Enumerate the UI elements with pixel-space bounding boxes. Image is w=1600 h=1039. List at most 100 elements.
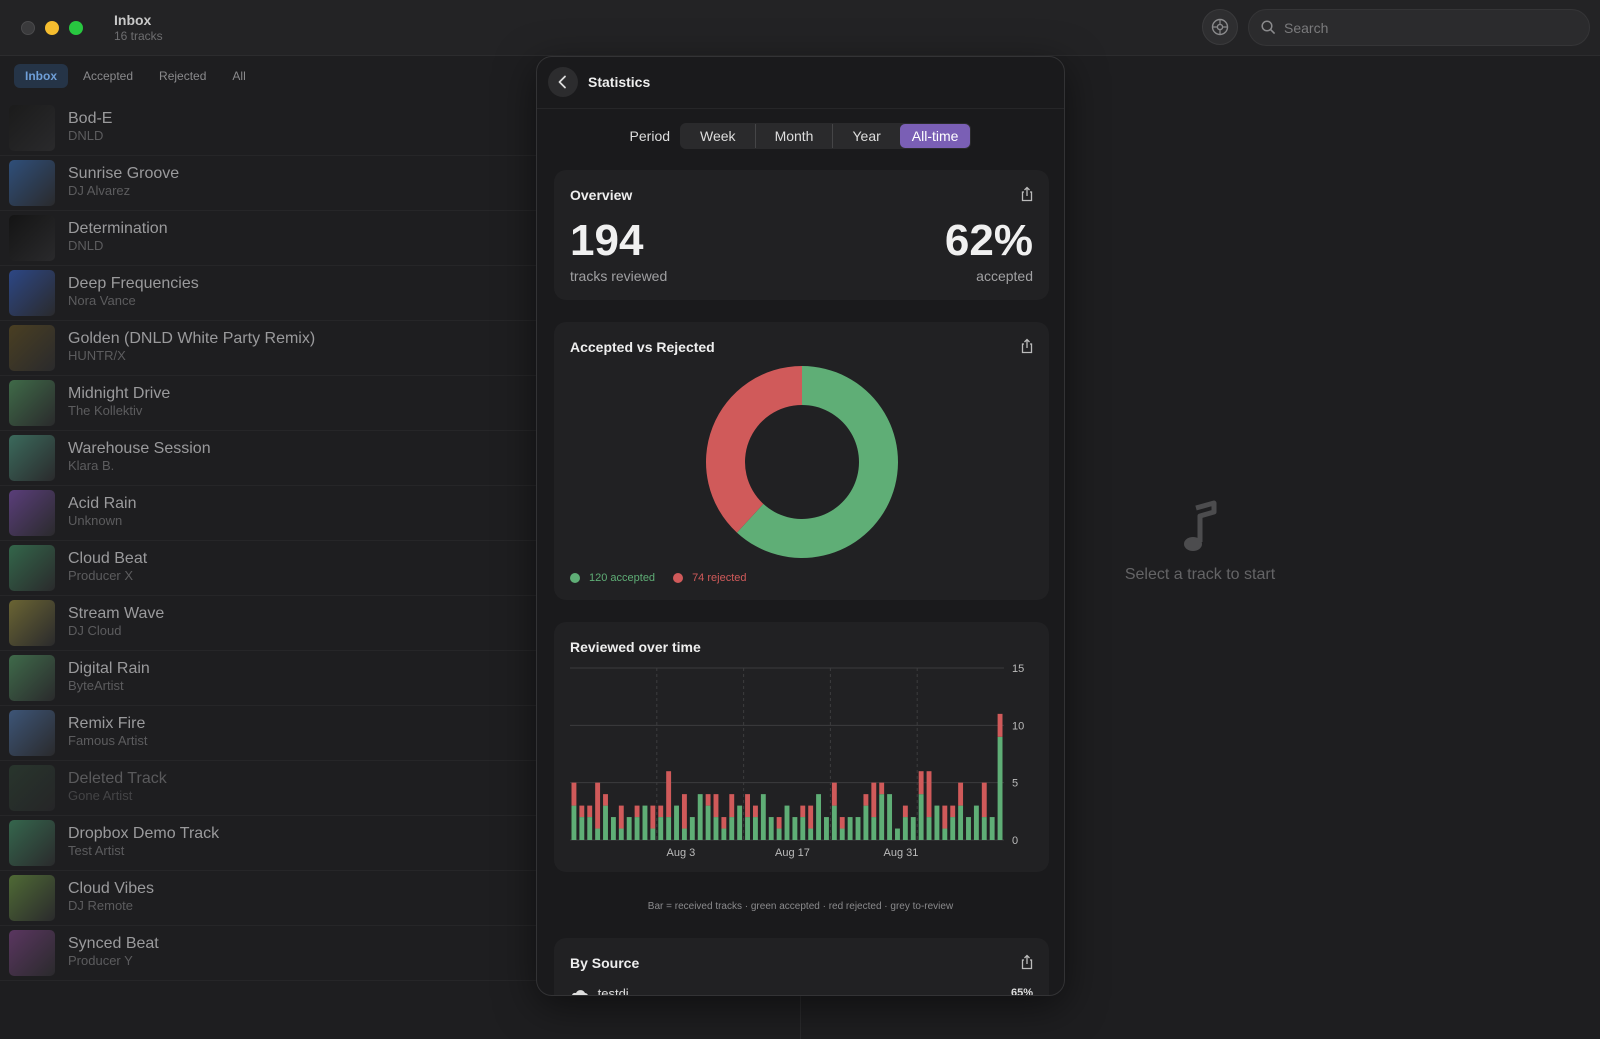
track-artist: DJ Remote [68,898,134,913]
accepted-bar [760,794,766,840]
accepted-bar [689,817,695,840]
accepted-vs-rejected-title: Accepted vs Rejected [570,339,715,355]
track-artist: DJ Cloud [68,623,122,638]
rejected-bar [666,771,672,818]
empty-state-text: Select a track to start [1124,566,1276,583]
track-artwork [9,600,55,646]
rejected-bar [942,805,948,829]
empty-state: Select a track to start [1100,500,1300,584]
statistics-header: Statistics [537,57,1064,109]
accepted-bar [966,817,971,840]
period-year[interactable]: Year [852,128,881,144]
accepted-bar [610,817,616,840]
track-artwork [9,545,55,591]
track-row[interactable]: Digital Rain ByteArtist [0,651,540,706]
track-artist: Test Artist [68,843,125,858]
track-row[interactable]: Warehouse Session Klara B. [0,431,540,486]
track-row[interactable]: Golden (DNLD White Party Remix) HUNTR/X [0,321,540,376]
track-artist: DJ Alvarez [68,183,131,198]
accepted-bar [587,817,593,840]
x-tick-label: Aug 3 [667,847,696,859]
period-week[interactable]: Week [681,124,756,148]
minimize-window-button[interactable] [45,21,59,35]
share-icon[interactable] [1019,186,1035,202]
track-title: Deleted Track [68,770,167,787]
share-icon[interactable] [1019,954,1035,970]
accepted-bar [973,805,979,840]
tab-accepted[interactable]: Accepted [83,69,134,83]
share-icon[interactable] [1019,338,1035,354]
track-row[interactable]: Sunrise Groove DJ Alvarez [0,156,540,211]
track-row[interactable]: Midnight Drive The Kollektiv [0,376,540,431]
accepted-bar [879,794,885,840]
track-title: Sunrise Groove [68,165,180,182]
track-title: Dropbox Demo Track [68,825,220,842]
tab-inbox[interactable]: Inbox [14,64,68,88]
track-artist: Unknown [68,513,123,528]
rejected-bar [926,771,932,818]
rejected-bar [981,782,987,818]
rejected-bar [831,782,837,806]
track-row[interactable]: Synced Beat Producer Y [0,926,540,981]
maximize-window-button[interactable] [69,21,83,35]
track-artwork [9,435,55,481]
accepted-bar [926,817,932,840]
accepted-bar [950,817,956,840]
search-box[interactable] [1248,9,1590,46]
period-month[interactable]: Month [756,124,834,148]
period-selector: Period Week Month Year All-time [537,123,1064,149]
rejected-bar [752,805,758,818]
statistics-title: Statistics [588,74,651,90]
track-title: Cloud Vibes [68,880,154,897]
accepted-bar [681,828,687,840]
accepted-bar [887,794,893,840]
track-artist: DNLD [68,238,104,253]
accepted-bar [713,817,719,840]
track-title: Stream Wave [68,605,165,622]
accepted-bar [934,805,940,840]
track-row[interactable]: Bod-E DNLD [0,101,540,156]
rejected-bar [950,805,956,818]
track-row[interactable]: Stream Wave DJ Cloud [0,596,540,651]
accepted-bar [634,817,640,840]
track-row[interactable]: Deep Frequencies Nora Vance [0,266,540,321]
accepted-legend-label: 120 accepted [589,572,656,584]
track-row[interactable]: Remix Fire Famous Artist [0,706,540,761]
track-title: Midnight Drive [68,385,171,402]
accepted-bar [808,828,814,840]
rejected-bar [587,805,593,818]
accepted-bar [618,828,624,840]
track-row[interactable]: Determination DNLD [0,211,540,266]
track-artwork [9,930,55,976]
accepted-bar [776,828,782,840]
overview-title: Overview [570,187,633,203]
close-window-button[interactable] [21,21,35,35]
accepted-bar [642,805,648,840]
accepted-bar [871,817,877,840]
tab-all[interactable]: All [232,69,246,83]
track-artist: Nora Vance [68,293,136,308]
period-all-time[interactable]: All-time [899,124,971,148]
track-artist: The Kollektiv [68,403,143,418]
accepted-bar [895,828,900,840]
tab-rejected[interactable]: Rejected [159,69,207,83]
track-row[interactable]: Deleted Track Gone Artist [0,761,540,816]
track-row[interactable]: Dropbox Demo Track Test Artist [0,816,540,871]
music-note-icon [1184,500,1217,551]
track-artwork [9,325,55,371]
track-row[interactable]: Acid Rain Unknown [0,486,540,541]
accepted-bar [800,817,806,840]
back-button[interactable] [548,67,578,97]
track-artwork [9,215,55,261]
track-row[interactable]: Cloud Vibes DJ Remote [0,871,540,926]
track-title: Golden (DNLD White Party Remix) [68,330,316,347]
track-artist: DNLD [68,128,104,143]
accepted-bar [816,794,822,840]
settings-button[interactable] [1202,9,1238,45]
track-title: Warehouse Session [68,440,211,457]
search-input[interactable] [1284,19,1564,36]
tracks-reviewed-label: tracks reviewed [570,268,668,284]
track-row[interactable]: Cloud Beat Producer X [0,541,540,596]
accepted-bar [658,817,664,840]
rejected-bar [839,817,845,829]
